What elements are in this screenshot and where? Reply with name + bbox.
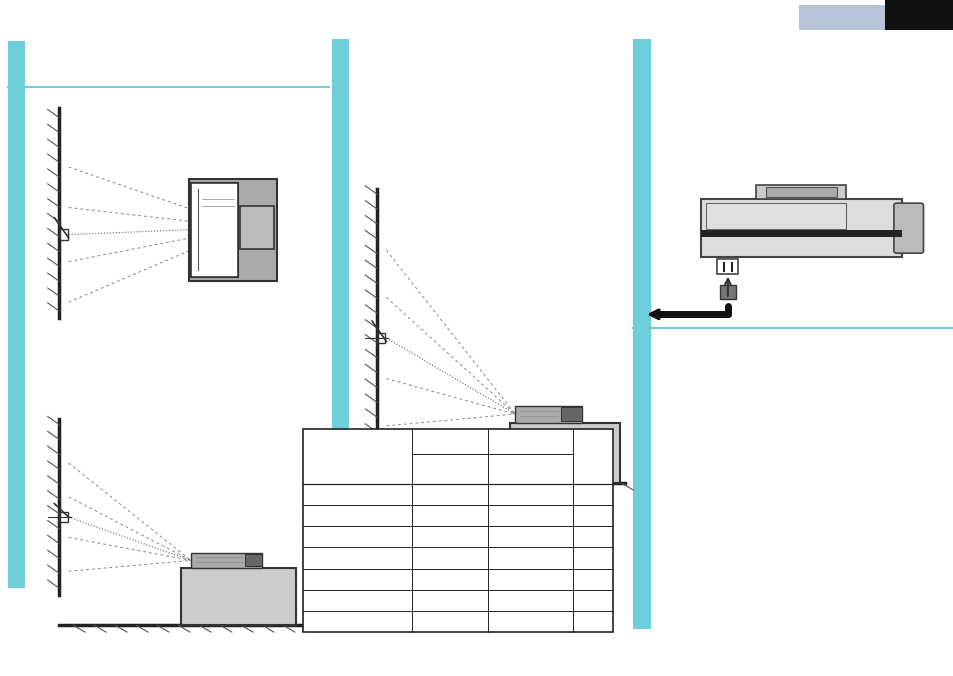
Bar <box>717 259 738 274</box>
Bar <box>756 185 845 199</box>
Bar <box>191 183 238 277</box>
Bar <box>515 406 581 422</box>
Bar <box>705 203 845 229</box>
Bar <box>191 183 238 277</box>
Bar <box>60 229 68 240</box>
Bar <box>245 554 262 566</box>
Bar <box>884 0 953 30</box>
Bar <box>719 285 736 299</box>
Bar <box>700 230 901 237</box>
Bar <box>700 199 901 257</box>
Bar <box>303 429 613 632</box>
Bar <box>560 407 581 421</box>
Bar <box>191 553 262 568</box>
Bar <box>189 179 276 281</box>
Bar <box>377 333 385 343</box>
FancyBboxPatch shape <box>893 203 923 254</box>
Bar <box>240 206 274 249</box>
Bar <box>8 41 25 588</box>
Bar <box>765 187 836 197</box>
Bar <box>799 5 884 30</box>
Bar <box>633 39 650 629</box>
Bar <box>510 422 619 483</box>
Bar <box>181 568 295 625</box>
Bar <box>60 512 68 522</box>
Bar <box>332 39 349 629</box>
